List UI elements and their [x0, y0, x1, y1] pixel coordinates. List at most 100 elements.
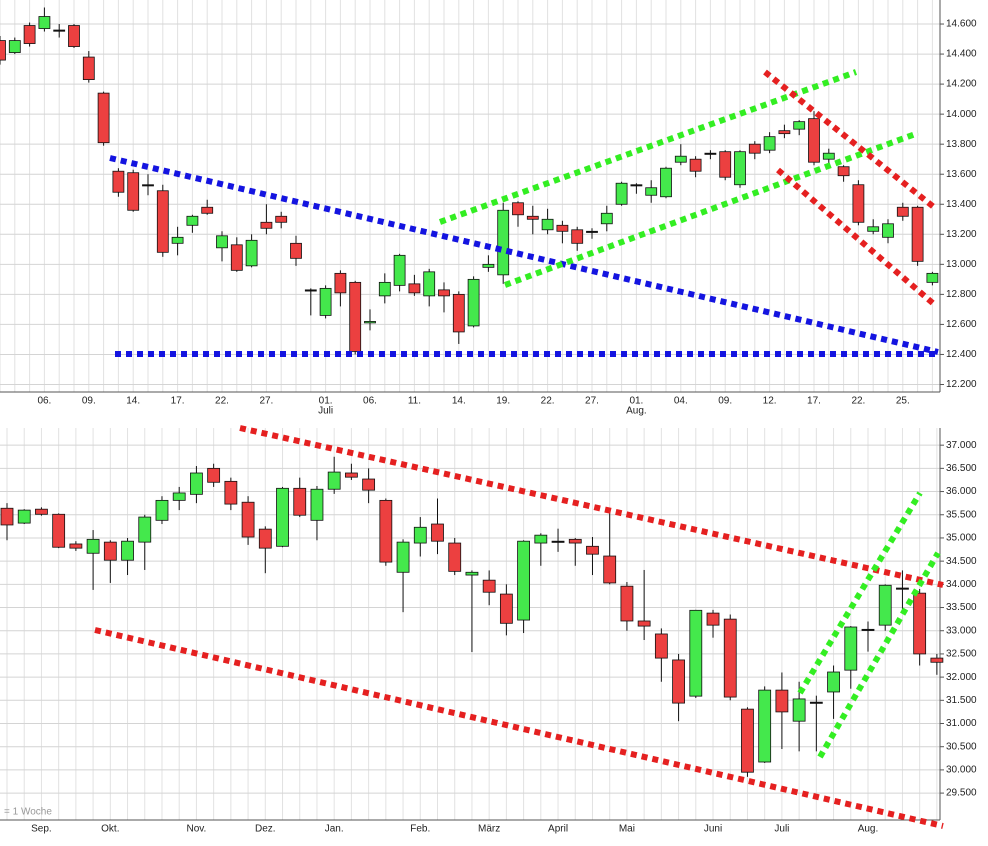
x-tick-label: 09. [82, 396, 96, 407]
candle-body [734, 151, 746, 186]
candle-body [349, 281, 362, 352]
candle-body [127, 172, 140, 211]
candle-body [741, 708, 754, 773]
candle-body [822, 152, 835, 160]
x-tick-label: Sep. [31, 824, 52, 835]
candle-body [913, 592, 927, 655]
candle-body [808, 118, 820, 163]
trend-line [94, 627, 944, 829]
candle-body [23, 25, 36, 44]
candle-body [142, 184, 154, 187]
candle-body [882, 223, 894, 238]
candle-body [706, 612, 720, 626]
candle-body [38, 16, 51, 29]
y-tick-label: 30.500 [946, 741, 977, 752]
x-tick-label: Feb. [410, 824, 430, 835]
x-tick-label: Nov. [187, 824, 207, 835]
candle-body [672, 659, 685, 704]
candle-body [68, 25, 80, 47]
candle-body [431, 523, 444, 542]
candle-body [393, 254, 406, 286]
candle-body [615, 182, 628, 205]
y-tick-label: 31.000 [946, 718, 977, 729]
x-tick-label: Juli [774, 824, 789, 835]
candle-body [52, 513, 66, 548]
candle-body [310, 488, 324, 521]
candle-body [689, 158, 702, 172]
x-tick-label: Juni [704, 824, 722, 835]
candle-body [827, 671, 840, 693]
candle-body [103, 541, 117, 561]
candle-body [837, 166, 850, 177]
candle-body [290, 242, 302, 259]
candle-body [844, 626, 858, 671]
x-tick-label: März [478, 824, 500, 835]
trend-line [763, 69, 937, 211]
y-tick-label: 13.200 [946, 229, 977, 240]
candle-body [809, 701, 823, 704]
y-tick-label: 35.500 [946, 509, 977, 520]
candle-body [763, 136, 776, 151]
candle-body [497, 209, 510, 276]
candle-body [304, 289, 317, 292]
candle-body [467, 278, 480, 327]
y-tick-label: 36.500 [946, 463, 977, 474]
x-tick-label: 17. [807, 396, 821, 407]
candle-body [867, 226, 880, 232]
y-tick-label: 14.000 [946, 109, 977, 120]
y-tick-label: 35.000 [946, 533, 977, 544]
candle-body [86, 538, 100, 554]
y-tick-label: 31.500 [946, 695, 977, 706]
candle-body [35, 508, 48, 515]
trend-lines [94, 69, 944, 829]
candle-body [112, 170, 125, 193]
candle-body [778, 130, 791, 135]
y-tick-label: 37.000 [946, 440, 977, 451]
candle-body [224, 480, 238, 505]
candle-body [438, 289, 450, 297]
candle-body [551, 540, 565, 543]
candle-body [17, 509, 31, 524]
candle-body [793, 121, 806, 130]
x-tick-label: 01. [629, 396, 643, 407]
y-tick-label: 12.800 [946, 289, 977, 300]
y-tick-label: 36.000 [946, 486, 977, 497]
candle-body [603, 555, 617, 584]
x-month-label: Juli [318, 406, 333, 417]
x-tick-label: 01. [319, 396, 333, 407]
x-tick-label: 12. [763, 396, 777, 407]
x-tick-label: Okt. [101, 824, 119, 835]
y-tick-label: 12.400 [946, 349, 977, 360]
candle-body [792, 698, 806, 722]
candle-body [465, 571, 479, 576]
candle-body [216, 235, 228, 249]
candle-body [704, 152, 717, 155]
trend-line [109, 155, 939, 355]
candle-body [645, 187, 658, 196]
candle-body [344, 472, 358, 478]
candle-body [861, 628, 875, 631]
x-tick-label: 17. [171, 396, 185, 407]
trend-line [776, 167, 937, 308]
candle-body [448, 542, 462, 572]
x-tick-label: 14. [126, 396, 140, 407]
candle-body [97, 92, 110, 144]
candle-body [207, 467, 221, 483]
candle-body [156, 190, 169, 253]
candle-body [186, 215, 199, 226]
x-tick-label: 22. [541, 396, 555, 407]
y-tick-label: 33.500 [946, 602, 977, 613]
x-tick-label: April [548, 824, 568, 835]
candle-body [8, 40, 21, 53]
candle-body [620, 585, 634, 622]
candle-body [517, 540, 530, 621]
x-tick-label: 27. [259, 396, 273, 407]
candle-body [852, 184, 865, 223]
candle-body [69, 543, 83, 549]
y-tick-label: 12.600 [946, 319, 977, 330]
candle-body [260, 221, 273, 229]
candle-body [600, 212, 613, 225]
trend-line [797, 491, 923, 695]
candle-body [452, 293, 465, 333]
